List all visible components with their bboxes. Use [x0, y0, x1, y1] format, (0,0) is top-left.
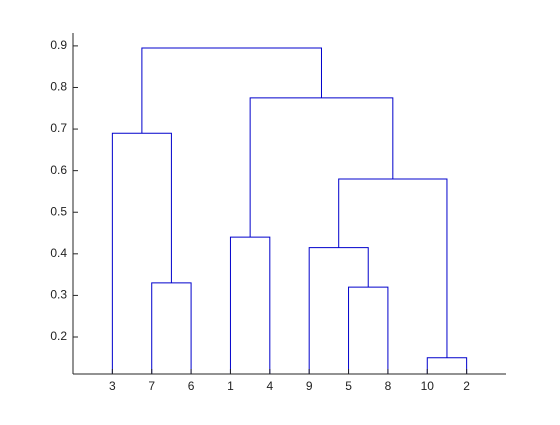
x-tick-label: 8 — [385, 379, 392, 393]
link — [308, 247, 369, 374]
plot-area — [111, 47, 468, 374]
y-tick-label: 0.3 — [50, 288, 67, 302]
y-tick-label: 0.9 — [50, 38, 67, 52]
link — [151, 282, 192, 374]
y-tick-label: 0.5 — [50, 204, 67, 218]
x-tick-label: 5 — [345, 379, 352, 393]
x-tick-label: 10 — [421, 379, 435, 393]
y-tick-label: 0.2 — [50, 329, 67, 343]
link — [348, 286, 389, 374]
y-tick-label: 0.7 — [50, 121, 67, 135]
link — [249, 97, 394, 238]
y-tick-label: 0.8 — [50, 80, 67, 94]
x-tick-label: 1 — [227, 379, 234, 393]
x-tick-label: 3 — [109, 379, 116, 393]
x-tick-label: 7 — [148, 379, 155, 393]
y-tick-label: 0.4 — [50, 246, 67, 260]
x-tick-label: 9 — [306, 379, 313, 393]
link — [338, 178, 448, 358]
link — [229, 236, 271, 374]
link — [141, 47, 322, 134]
y-tick-label: 0.6 — [50, 163, 67, 177]
link — [111, 132, 172, 374]
x-tick-label: 4 — [266, 379, 273, 393]
x-tick-label: 2 — [463, 379, 470, 393]
x-tick-label: 6 — [188, 379, 195, 393]
